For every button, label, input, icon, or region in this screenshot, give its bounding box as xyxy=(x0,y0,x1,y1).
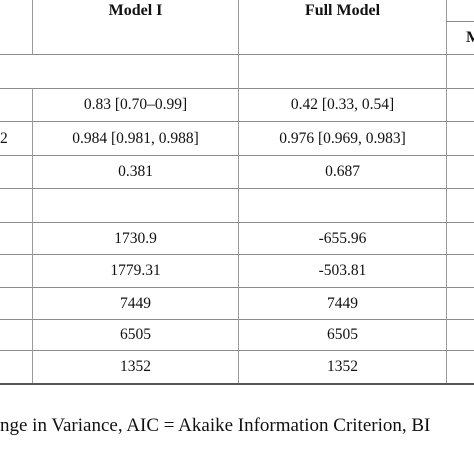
column-divider xyxy=(32,0,33,54)
header-model-1: Model I xyxy=(108,1,163,19)
row-label xyxy=(0,320,32,350)
subheader-divider xyxy=(447,21,474,22)
full-model-value xyxy=(239,55,446,88)
table-bottom-rule xyxy=(0,383,474,385)
full-model-value: 7449 xyxy=(327,294,358,312)
row-divider xyxy=(0,88,474,89)
row-divider xyxy=(0,254,474,255)
row-label xyxy=(0,223,32,254)
full-model-value: 1352 xyxy=(327,358,358,375)
row-divider xyxy=(0,54,474,55)
model1-value: 1730.9 xyxy=(114,229,157,247)
row-divider xyxy=(0,121,474,122)
row-divider xyxy=(0,287,474,288)
table-footnote: nge in Variance, AIC = Akaike Informatio… xyxy=(0,415,431,436)
full-model-value: 0.976 [0.969, 0.983] xyxy=(279,129,406,147)
model1-value: 0.381 xyxy=(118,163,153,180)
full-model-value: 0.42 [0.33, 0.54] xyxy=(290,96,395,113)
model1-value: 1352 xyxy=(120,358,151,375)
row-divider xyxy=(0,222,474,223)
header-full-model: Full Model xyxy=(304,1,381,19)
row-label xyxy=(0,351,32,383)
row-divider xyxy=(0,319,474,320)
row-label xyxy=(0,89,32,121)
model1-value xyxy=(33,55,238,88)
full-model-value xyxy=(239,189,446,222)
row-divider xyxy=(0,155,474,156)
row-label: 2 xyxy=(0,129,8,147)
row-divider xyxy=(0,188,474,189)
row-divider xyxy=(0,350,474,351)
model1-value: 0.83 [0.70–0.99] xyxy=(83,96,188,113)
full-model-value: 0.687 xyxy=(325,163,360,180)
full-model-value: 6505 xyxy=(327,326,358,343)
model1-value: 1779.31 xyxy=(110,262,161,279)
header-partial-subcolumn: M xyxy=(466,29,474,46)
model1-value: 0.984 [0.981, 0.988] xyxy=(72,129,199,147)
row-label xyxy=(0,288,32,319)
full-model-value: -503.81 xyxy=(318,262,367,279)
row-label xyxy=(0,55,32,88)
column-divider xyxy=(446,0,447,383)
row-label xyxy=(0,189,32,222)
row-label xyxy=(0,255,32,287)
row-label xyxy=(0,156,32,188)
column-divider xyxy=(238,0,239,383)
model1-value: 7449 xyxy=(120,294,151,312)
model1-value xyxy=(33,189,238,222)
model1-value: 6505 xyxy=(120,326,151,343)
column-divider xyxy=(32,88,33,383)
full-model-value: -655.96 xyxy=(318,229,367,247)
